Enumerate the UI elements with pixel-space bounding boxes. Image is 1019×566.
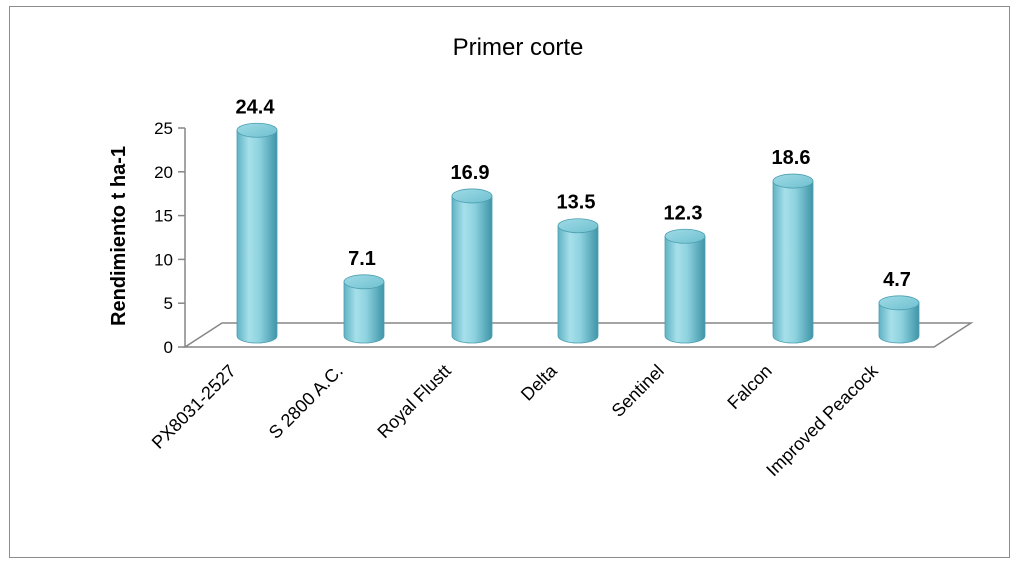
y-tick-label: 5: [164, 294, 173, 313]
data-label: 4.7: [883, 269, 911, 291]
y-ticks: 0 5 10 15 20 25: [154, 119, 185, 357]
data-label: 24.4: [236, 96, 276, 118]
bar-cap: [236, 122, 278, 138]
data-label: 7.1: [348, 248, 376, 270]
bar: [557, 218, 599, 344]
chart-frame: [9, 6, 1010, 558]
data-label: 16.9: [451, 162, 490, 184]
bar-cap: [664, 228, 706, 244]
x-category-label: Falcon: [723, 361, 775, 413]
x-category-label: Delta: [517, 360, 562, 405]
data-label: 13.5: [557, 192, 596, 214]
data-label: 12.3: [664, 202, 703, 224]
y-tick-label: 0: [164, 338, 173, 357]
x-category-label: S 2800 A.C.: [265, 361, 347, 443]
data-labels: 24.4 7.1 16.9 13.5 12.3 18.6 4.7: [236, 96, 911, 291]
y-tick-label: 15: [154, 207, 173, 226]
bar-cap: [557, 218, 599, 234]
bar-cap: [343, 274, 385, 290]
y-tick-label: 10: [154, 250, 173, 269]
bar-body: [557, 225, 599, 344]
bar-body: [878, 302, 920, 344]
bar: [343, 274, 385, 344]
bar-body: [772, 180, 814, 344]
bar-cap: [451, 188, 493, 204]
bars: [236, 122, 920, 344]
bar-body: [236, 129, 278, 344]
bar: [772, 173, 814, 344]
data-label: 18.6: [772, 147, 811, 169]
x-category-label: Sentinel: [608, 361, 668, 421]
y-tick-label: 25: [154, 119, 173, 138]
x-category-label: PX8031-2527: [148, 361, 240, 453]
bar-cap: [772, 173, 814, 189]
bar-cap: [878, 295, 920, 311]
x-category-label: Improved Peacock: [762, 360, 882, 480]
bar-body: [451, 195, 493, 344]
bar: [236, 122, 278, 344]
bar-body: [343, 281, 385, 344]
x-category-label: Royal Flustt: [373, 361, 454, 442]
bar: [664, 228, 706, 344]
x-category-labels: PX8031-2527 S 2800 A.C. Royal Flustt Delta S…: [148, 360, 883, 480]
bar-body: [664, 235, 706, 344]
chart-title: Primer corte: [453, 34, 584, 61]
bar: [451, 188, 493, 344]
bar: [878, 295, 920, 344]
y-axis-label: Rendimiento t ha-1: [108, 146, 130, 326]
y-tick-label: 20: [154, 163, 173, 182]
